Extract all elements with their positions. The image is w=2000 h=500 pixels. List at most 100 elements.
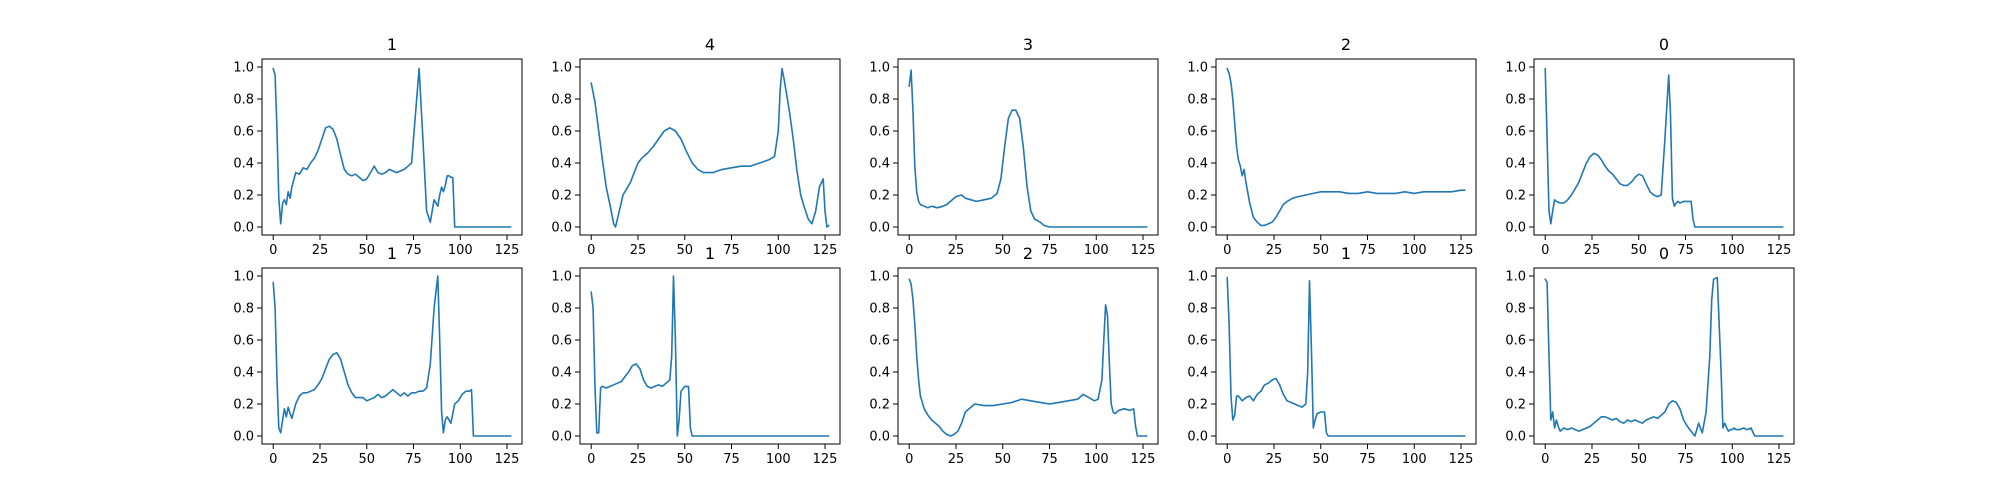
x-tick-label: 75 (1677, 243, 1694, 258)
x-tick-label: 75 (1041, 452, 1058, 467)
panel-title: 2 (1023, 244, 1033, 263)
x-tick-label: 75 (1359, 452, 1376, 467)
x-tick-label: 125 (1767, 452, 1792, 467)
panel-title: 1 (1341, 244, 1351, 263)
x-tick-label: 0 (1541, 243, 1549, 258)
x-tick-label: 25 (312, 243, 329, 258)
x-tick-label: 125 (495, 243, 520, 258)
x-tick-label: 125 (1131, 452, 1156, 467)
series-line (1226, 67, 1466, 227)
panel-title: 0 (1659, 244, 1669, 263)
subplot-8: 2 0 25 50 75 100 125 0.0 0.2 0.4 0.6 0.8 1.0 (869, 244, 1159, 467)
y-tick-label: 0.2 (551, 398, 572, 413)
axes-frame (579, 58, 841, 236)
x-tick-label: 0 (905, 452, 913, 467)
y-tick-label: 1.0 (233, 270, 254, 285)
x-tick-label: 50 (994, 452, 1011, 467)
y-tick-label: 0.4 (869, 366, 890, 381)
y-tick-label: 0.2 (869, 398, 890, 413)
x-tick-label: 100 (448, 243, 473, 258)
y-tick-label: 0.6 (1505, 125, 1526, 140)
series-line (272, 275, 512, 437)
subplot-10: 0 0 25 50 75 100 125 0.0 0.2 0.4 0.6 0.8 1.0 (1505, 244, 1795, 467)
x-tick-label: 25 (1584, 243, 1601, 258)
y-tick-label: 0.2 (551, 189, 572, 204)
axes-frame (579, 267, 841, 445)
subplot-6: 1 0 25 50 75 100 125 0.0 0.2 0.4 0.6 0.8 1.0 (233, 244, 523, 467)
x-tick-label: 50 (358, 243, 375, 258)
series-line (1544, 276, 1784, 437)
y-tick-label: 0.8 (869, 302, 890, 317)
x-tick-label: 50 (358, 452, 375, 467)
y-tick-label: 0.4 (551, 157, 572, 172)
y-tick-label: 0.6 (1187, 334, 1208, 349)
x-tick-label: 0 (1223, 452, 1231, 467)
x-tick-label: 0 (905, 243, 913, 258)
x-tick-label: 25 (630, 243, 647, 258)
y-tick-label: 0.0 (1187, 221, 1208, 236)
series-line (1544, 67, 1784, 228)
x-tick-label: 0 (269, 243, 277, 258)
y-tick-label: 0.8 (1187, 302, 1208, 317)
y-tick-label: 1.0 (869, 270, 890, 285)
y-tick-label: 0.0 (233, 430, 254, 445)
x-tick-label: 50 (676, 452, 693, 467)
x-tick-label: 50 (1630, 243, 1647, 258)
x-tick-label: 25 (948, 243, 965, 258)
x-tick-label: 100 (1720, 243, 1745, 258)
x-tick-label: 125 (1767, 243, 1792, 258)
x-tick-label: 100 (1720, 452, 1745, 467)
y-tick-label: 1.0 (1187, 270, 1208, 285)
y-tick-label: 1.0 (1505, 270, 1526, 285)
x-tick-label: 25 (312, 452, 329, 467)
x-tick-label: 50 (994, 243, 1011, 258)
panel-title: 1 (705, 244, 715, 263)
axes-frame (897, 58, 1159, 236)
x-tick-label: 75 (1041, 243, 1058, 258)
y-tick-label: 0.4 (1187, 157, 1208, 172)
subplot-3: 3 0 25 50 75 100 125 0.0 0.2 0.4 0.6 0.8 1.0 (869, 35, 1159, 258)
panel-title: 4 (705, 35, 715, 54)
y-tick-label: 0.0 (233, 221, 254, 236)
x-tick-label: 125 (813, 452, 838, 467)
axes-frame (1215, 58, 1477, 236)
axes-frame (897, 267, 1159, 445)
panel-title: 0 (1659, 35, 1669, 54)
series-line (908, 69, 1148, 228)
y-tick-label: 0.8 (869, 93, 890, 108)
x-tick-label: 75 (723, 243, 740, 258)
y-tick-label: 0.8 (1505, 93, 1526, 108)
y-tick-label: 1.0 (1505, 61, 1526, 76)
x-tick-label: 100 (1084, 452, 1109, 467)
x-tick-label: 0 (587, 243, 595, 258)
x-tick-label: 125 (1449, 452, 1474, 467)
x-tick-label: 50 (1630, 452, 1647, 467)
y-tick-label: 0.8 (233, 93, 254, 108)
x-tick-label: 100 (1402, 452, 1427, 467)
y-tick-label: 0.4 (233, 157, 254, 172)
y-tick-label: 0.0 (869, 430, 890, 445)
subplot-7: 1 0 25 50 75 100 125 0.0 0.2 0.4 0.6 0.8 1.0 (551, 244, 841, 467)
y-tick-label: 0.4 (1505, 157, 1526, 172)
x-tick-label: 100 (448, 452, 473, 467)
x-tick-label: 75 (405, 452, 422, 467)
series-line (590, 275, 830, 437)
subplot-4: 2 0 25 50 75 100 125 0.0 0.2 0.4 0.6 0.8 1.0 (1187, 35, 1477, 258)
panel-title: 2 (1341, 35, 1351, 54)
x-tick-label: 125 (1131, 243, 1156, 258)
x-tick-label: 75 (723, 452, 740, 467)
y-tick-label: 0.4 (869, 157, 890, 172)
x-tick-label: 100 (766, 243, 791, 258)
series-line (1226, 276, 1466, 437)
panel-title: 1 (387, 244, 397, 263)
x-tick-label: 25 (1266, 452, 1283, 467)
y-tick-label: 0.8 (233, 302, 254, 317)
subplot-1: 1 0 25 50 75 100 125 0.0 0.2 0.4 0.6 0.8 1.0 (233, 35, 523, 258)
y-tick-label: 0.6 (233, 334, 254, 349)
y-tick-label: 0.0 (1505, 221, 1526, 236)
y-tick-label: 0.8 (1505, 302, 1526, 317)
subplot-9: 1 0 25 50 75 100 125 0.0 0.2 0.4 0.6 0.8 1.0 (1187, 244, 1477, 467)
x-tick-label: 125 (1449, 243, 1474, 258)
x-tick-label: 50 (676, 243, 693, 258)
